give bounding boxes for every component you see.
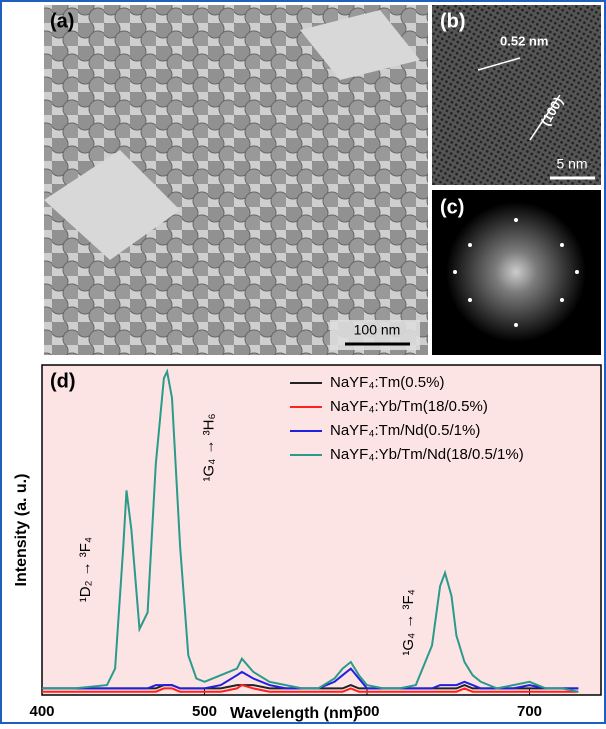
- panel-label: (b): [440, 10, 466, 32]
- figure: 100 nm (a) 0.52 nm (100) 5 nm (b) (c) (d…: [0, 0, 606, 724]
- fft-center: [446, 202, 586, 342]
- x-tick-label: 600: [354, 703, 379, 720]
- spacing-label: 0.52 nm: [500, 33, 548, 48]
- x-tick-label: 400: [29, 703, 54, 720]
- panel-label: (d): [50, 370, 76, 392]
- legend-label: NaYF₄:Tm/Nd(0.5/1%): [330, 422, 480, 439]
- scale-text: 5 nm: [556, 156, 587, 172]
- legend-label: NaYF₄:Yb/Tm/Nd(18/0.5/1%): [330, 446, 524, 463]
- x-axis-label: Wavelength (nm): [230, 705, 358, 722]
- x-tick-label: 500: [192, 703, 217, 720]
- annotation: ¹G₄ → ³F₄: [400, 589, 417, 655]
- scale-text: 100 nm: [354, 322, 401, 338]
- x-tick-label: 700: [517, 703, 542, 720]
- plot-area: [42, 365, 601, 695]
- panel-label: (a): [50, 10, 74, 32]
- legend-label: NaYF₄:Tm(0.5%): [330, 374, 444, 391]
- y-axis-label: Intensity (a. u.): [13, 474, 30, 587]
- annotation: ¹D₂ → ³F₄: [77, 537, 94, 602]
- panel-label: (c): [440, 196, 464, 218]
- annotation: ¹G₄ → ³H₆: [200, 414, 217, 482]
- legend-label: NaYF₄:Yb/Tm(18/0.5%): [330, 398, 488, 415]
